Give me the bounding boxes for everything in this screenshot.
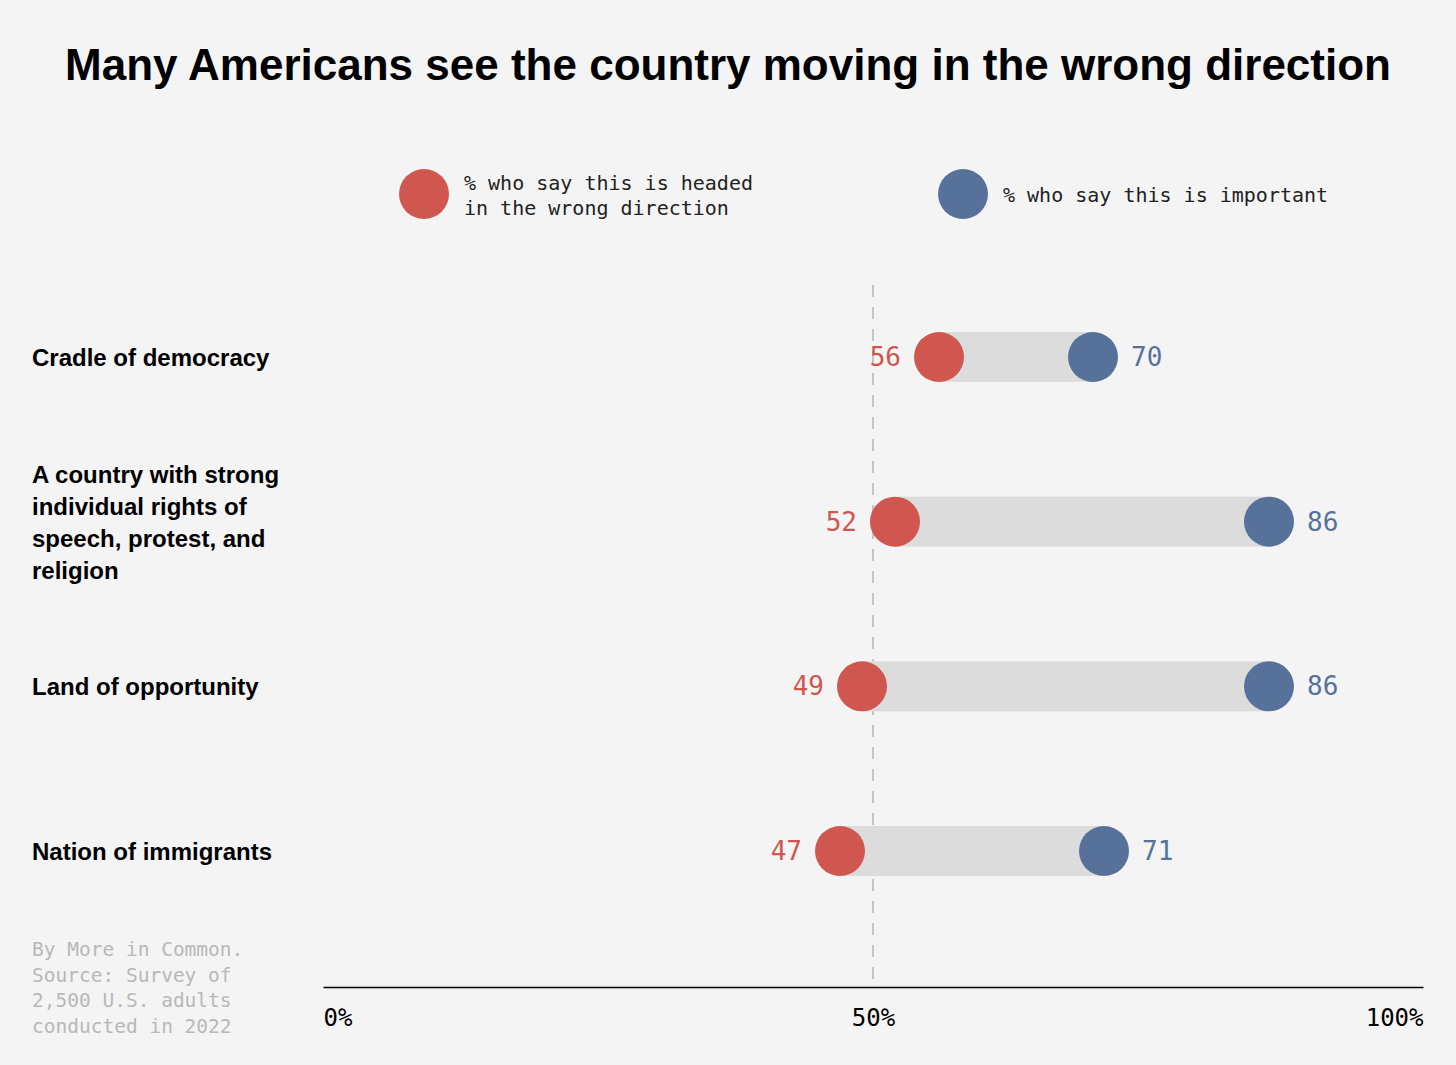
tick-label: 50% bbox=[852, 1004, 896, 1032]
text-line: Land of opportunity bbox=[32, 673, 259, 700]
dot bbox=[870, 497, 920, 547]
text-line: religion bbox=[32, 556, 119, 583]
text-line: Cradle of democracy bbox=[32, 344, 270, 371]
grid-line bbox=[872, 285, 874, 987]
grid bbox=[873, 285, 874, 987]
legend-swatch bbox=[399, 169, 449, 219]
category-label: Nation of immigrants bbox=[32, 838, 272, 865]
tick: 0% bbox=[324, 987, 353, 1032]
text-line: Nation of immigrants bbox=[32, 838, 272, 865]
category-label: A country with strong individual rights o… bbox=[32, 460, 279, 583]
dot bbox=[815, 826, 865, 876]
text-line: % who say this is headed bbox=[464, 171, 753, 195]
data-label: 86 bbox=[1307, 671, 1338, 701]
connector bbox=[895, 497, 1269, 547]
data-label: 52 bbox=[826, 507, 857, 537]
data-label: 49 bbox=[793, 671, 824, 701]
title: Many Americans see the country moving in… bbox=[65, 40, 1391, 89]
data-label: 86 bbox=[1307, 507, 1338, 537]
data-label: 56 bbox=[870, 342, 901, 372]
source-note: By More in Common. Source: Survey of2,500… bbox=[32, 938, 243, 1038]
text-line: A country with strong bbox=[32, 460, 279, 487]
tick: 50% bbox=[852, 987, 896, 1032]
legend-label: % who say this is headedin the wrong dir… bbox=[464, 171, 753, 220]
text-line: in the wrong direction bbox=[464, 196, 729, 220]
tick-label: 0% bbox=[324, 1004, 353, 1032]
dot bbox=[837, 661, 887, 711]
connector bbox=[840, 826, 1104, 876]
note-line: By More in Common. bbox=[32, 938, 243, 961]
text-line: individual rights of bbox=[32, 492, 248, 519]
dot bbox=[1244, 497, 1294, 547]
tick-label: 100% bbox=[1366, 1004, 1424, 1032]
chart: Many Americans see the country moving in… bbox=[0, 0, 1456, 1065]
category-labels: Cradle of democracy A country with strong… bbox=[32, 344, 279, 865]
marks bbox=[815, 332, 1294, 876]
legend: % who say this is headedin the wrong dir… bbox=[399, 169, 1328, 220]
data-label: 71 bbox=[1142, 836, 1173, 866]
dot bbox=[914, 332, 964, 382]
dot bbox=[1068, 332, 1118, 382]
category-label: Land of opportunity bbox=[32, 673, 259, 700]
text-line: % who say this is important bbox=[1003, 183, 1328, 207]
category-label: Cradle of democracy bbox=[32, 344, 270, 371]
text-line: speech, protest, and bbox=[32, 524, 265, 551]
dot bbox=[1079, 826, 1129, 876]
data-label: 47 bbox=[771, 836, 802, 866]
legend-swatch bbox=[938, 169, 988, 219]
note-line: 2,500 U.S. adults bbox=[32, 989, 232, 1012]
background bbox=[0, 0, 1456, 1065]
note-line: Source: Survey of bbox=[32, 964, 232, 987]
x-axis: 0% 50% 100% bbox=[324, 987, 1425, 1032]
data-label: 70 bbox=[1131, 342, 1162, 372]
tick: 100% bbox=[1366, 987, 1424, 1032]
note-line: conducted in 2022 bbox=[32, 1015, 232, 1038]
axis-line bbox=[324, 987, 1424, 989]
legend-label: % who say this is important bbox=[1003, 183, 1328, 207]
dot bbox=[1244, 661, 1294, 711]
data-labels: 56 52 49 47 70 86 86 71 bbox=[771, 342, 1339, 866]
connector bbox=[862, 661, 1269, 711]
